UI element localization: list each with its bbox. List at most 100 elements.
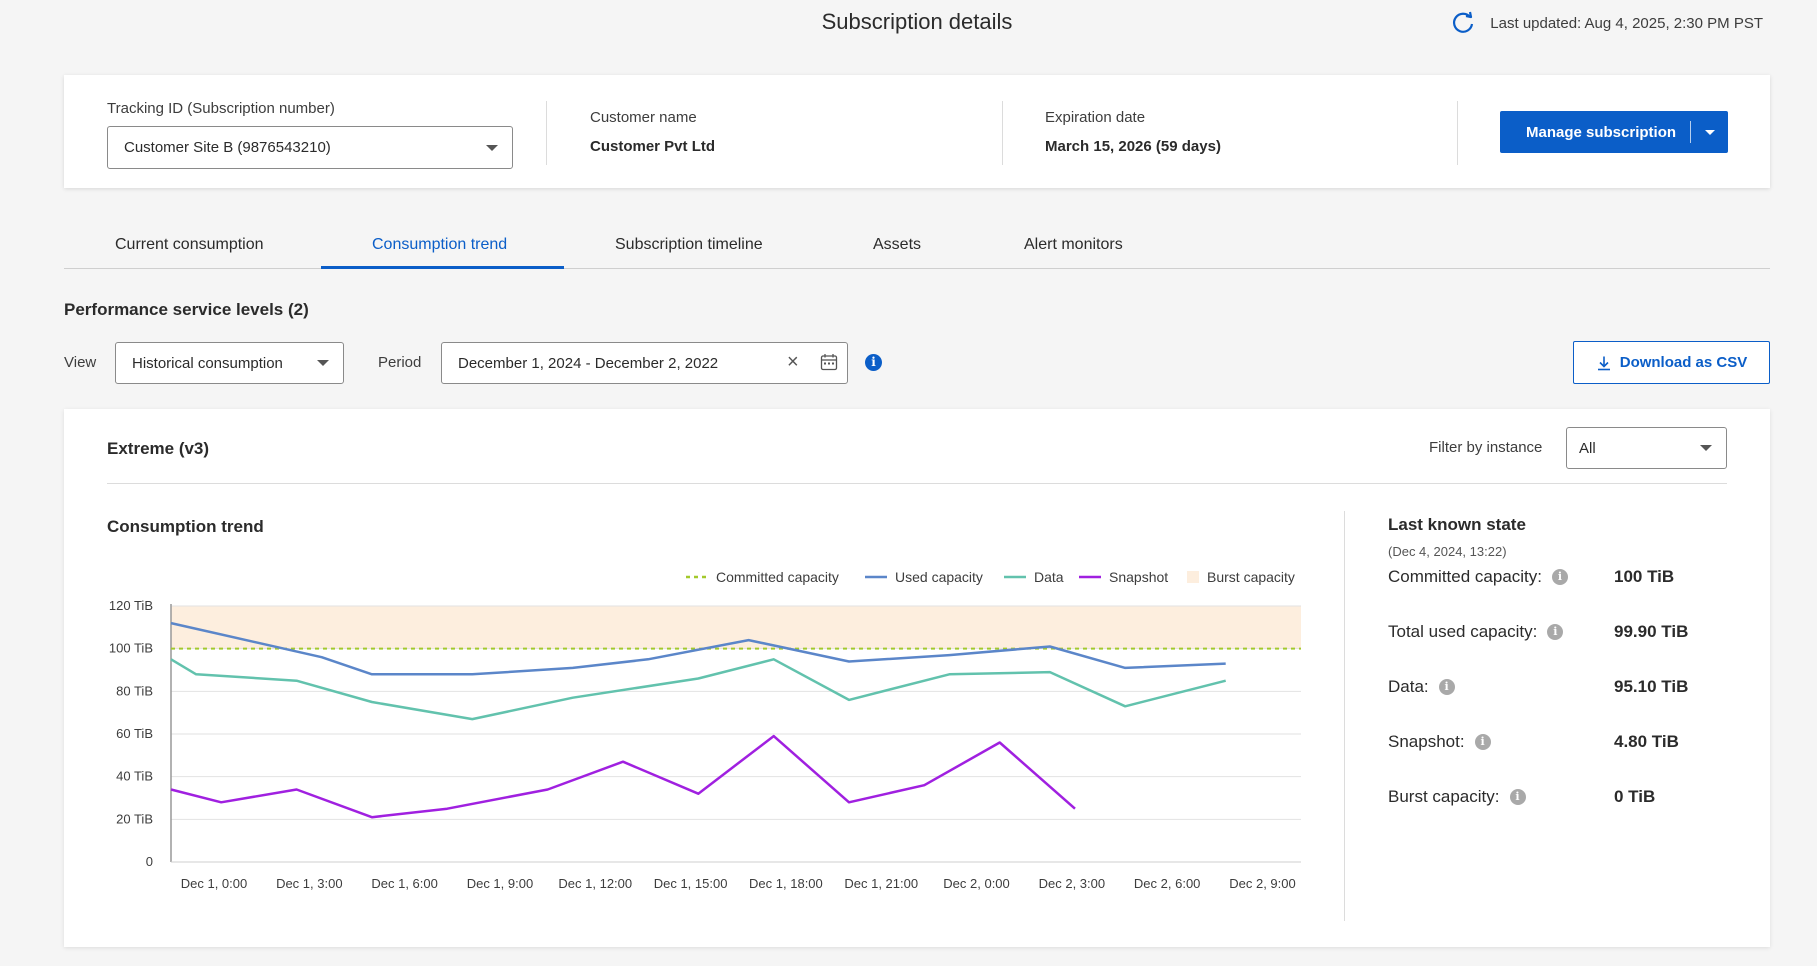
info-icon[interactable]: i	[1547, 624, 1564, 640]
state-subtitle: (Dec 4, 2024, 13:22)	[1388, 544, 1507, 559]
legend-item: Used capacity	[865, 569, 983, 585]
state-row: Snapshot: i 4.80 TiB	[1388, 732, 1748, 752]
filter-select[interactable]: All	[1566, 427, 1727, 469]
clear-icon[interactable]: ×	[787, 351, 799, 373]
main-card: Extreme (v3) Filter by instance All Cons…	[64, 409, 1770, 947]
tab-assets[interactable]: Assets	[873, 236, 922, 253]
state-row-key: Burst capacity: i	[1388, 787, 1526, 807]
info-icon[interactable]: i	[865, 354, 882, 371]
calendar-icon[interactable]	[820, 353, 838, 371]
state-row-key: Total used capacity: i	[1388, 622, 1564, 642]
period-label: Period	[378, 354, 422, 371]
x-tick-label: Dec 1, 21:00	[844, 876, 918, 891]
state-row: Data: i 95.10 TiB	[1388, 677, 1748, 697]
card-title: Extreme (v3)	[107, 439, 210, 458]
tracking-label: Tracking ID (Subscription number)	[107, 100, 335, 117]
section-title: Performance service levels (2)	[64, 300, 309, 319]
state-row-value: 95.10 TiB	[1614, 677, 1689, 696]
customer-value: Customer Pvt Ltd	[590, 138, 716, 155]
expiration-label: Expiration date	[1045, 109, 1146, 126]
state-row-value: 4.80 TiB	[1614, 732, 1679, 751]
x-tick-label: Dec 1, 3:00	[276, 876, 343, 891]
active-tab-underline	[321, 266, 564, 269]
x-tick-label: Dec 1, 12:00	[558, 876, 632, 891]
x-tick-label: Dec 2, 6:00	[1134, 876, 1201, 891]
download-csv-button[interactable]: Download as CSV	[1573, 341, 1770, 384]
tab-current-consumption[interactable]: Current consumption	[115, 236, 264, 253]
y-tick-label: 80 TiB	[116, 683, 153, 698]
state-row-value: 100 TiB	[1614, 567, 1675, 586]
series-line-data	[170, 658, 1227, 721]
state-row-key: Committed capacity: i	[1388, 567, 1568, 587]
state-row-key: Data: i	[1388, 677, 1455, 697]
filter-label: Filter by instance	[1429, 439, 1543, 456]
info-icon[interactable]: i	[1438, 679, 1455, 695]
filter-select-value: All	[1579, 439, 1596, 457]
chevron-down-icon	[1700, 445, 1712, 451]
series-line-used-capacity	[170, 621, 1226, 676]
y-tick-label: 60 TiB	[116, 726, 153, 741]
x-tick-label: Dec 2, 9:00	[1229, 876, 1296, 891]
state-row-value: 0 TiB	[1614, 787, 1656, 806]
legend-label: Committed capacity	[716, 569, 839, 585]
legend-label: Data	[1034, 569, 1064, 585]
manage-dropdown-toggle[interactable]	[1691, 111, 1728, 153]
download-csv-label: Download as CSV	[1619, 354, 1748, 371]
state-title: Last known state	[1388, 515, 1526, 534]
chevron-down-icon	[1704, 129, 1715, 135]
x-tick-label: Dec 1, 9:00	[467, 876, 534, 891]
legend-swatch	[1187, 571, 1199, 583]
subscription-card: Tracking ID (Subscription number) Custom…	[64, 75, 1770, 188]
state-row-key: Snapshot: i	[1388, 732, 1491, 752]
x-tick-label: Dec 2, 0:00	[943, 876, 1010, 891]
x-tick-label: Dec 1, 6:00	[371, 876, 438, 891]
period-input[interactable]: December 1, 2024 - December 2, 2022	[441, 342, 848, 384]
y-tick-label: 20 TiB	[116, 811, 153, 826]
legend-item: Committed capacity	[686, 569, 839, 585]
y-tick-label: 120 TiB	[109, 598, 153, 613]
legend-item: Snapshot	[1079, 569, 1168, 585]
state-row: Burst capacity: i 0 TiB	[1388, 787, 1748, 807]
manage-subscription-label: Manage subscription	[1526, 123, 1677, 141]
legend-item: Data	[1004, 569, 1064, 585]
info-icon[interactable]: i	[1552, 569, 1568, 585]
state-row: Total used capacity: i 99.90 TiB	[1388, 622, 1748, 642]
tracking-select-value: Customer Site B (9876543210)	[124, 139, 331, 156]
tabs-bar: Current consumption Consumption trend Su…	[64, 222, 1770, 269]
y-tick-label: 100 TiB	[109, 641, 153, 656]
tab-alert-monitors[interactable]: Alert monitors	[1024, 236, 1123, 253]
last-updated-text: Last updated: Aug 4, 2025, 2:30 PM PST	[1490, 14, 1763, 32]
expiration-value: March 15, 2026 (59 days)	[1045, 138, 1221, 155]
chevron-down-icon	[317, 360, 329, 366]
tracking-select[interactable]: Customer Site B (9876543210)	[107, 126, 513, 169]
legend-item: Burst capacity	[1187, 569, 1295, 585]
x-tick-label: Dec 1, 18:00	[749, 876, 823, 891]
last-updated: Last updated: Aug 4, 2025, 2:30 PM PST	[1450, 10, 1763, 36]
x-tick-label: Dec 1, 0:00	[181, 876, 248, 891]
info-icon[interactable]: i	[1509, 789, 1526, 805]
x-tick-label: Dec 1, 15:00	[654, 876, 728, 891]
view-label: View	[64, 354, 97, 371]
period-input-value: December 1, 2024 - December 2, 2022	[458, 354, 719, 372]
view-select[interactable]: Historical consumption	[115, 342, 344, 384]
state-row-value: 99.90 TiB	[1614, 622, 1689, 641]
chart-title: Consumption trend	[107, 517, 264, 536]
tab-consumption-trend[interactable]: Consumption trend	[372, 236, 508, 253]
manage-subscription-button[interactable]: Manage subscription	[1500, 111, 1728, 153]
refresh-icon[interactable]	[1450, 10, 1476, 36]
x-tick-label: Dec 2, 3:00	[1039, 876, 1106, 891]
legend-label: Used capacity	[895, 569, 983, 585]
view-select-value: Historical consumption	[132, 354, 283, 372]
info-icon[interactable]: i	[1474, 734, 1491, 750]
tab-subscription-timeline[interactable]: Subscription timeline	[615, 236, 763, 253]
page-title: Subscription details	[821, 9, 1013, 34]
chevron-down-icon	[486, 144, 498, 151]
y-tick-label: 40 TiB	[116, 769, 153, 784]
state-row: Committed capacity: i 100 TiB	[1388, 567, 1748, 587]
y-tick-label: 0	[146, 854, 153, 869]
legend-label: Snapshot	[1109, 569, 1168, 585]
series-line-snapshot	[170, 734, 1076, 819]
download-icon	[1597, 356, 1610, 370]
customer-label: Customer name	[590, 109, 697, 126]
legend-label: Burst capacity	[1207, 569, 1295, 585]
